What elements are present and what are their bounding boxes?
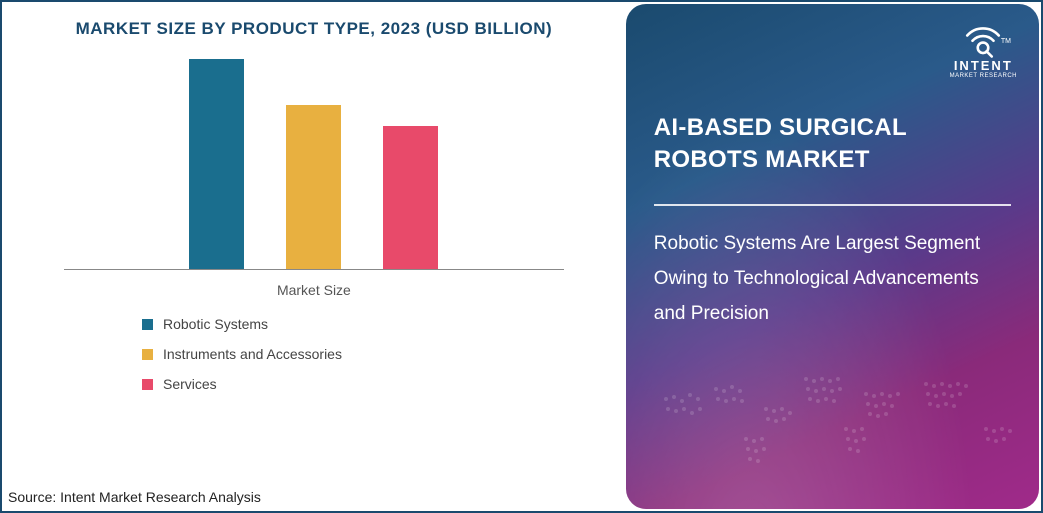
legend-item: Instruments and Accessories	[142, 346, 342, 362]
chart-title: MARKET SIZE BY PRODUCT TYPE, 2023 (USD B…	[2, 2, 626, 40]
wifi-search-icon	[962, 18, 1004, 60]
bar-services	[383, 126, 438, 269]
world-map-decoration	[626, 339, 1039, 509]
panel-subtitle: Robotic Systems Are Largest Segment Owin…	[654, 226, 1011, 331]
brand-logo: INTENT MARKET RESEARCH TM	[950, 18, 1017, 79]
legend-swatch	[142, 319, 153, 330]
panel-title: AI-BASED SURGICAL ROBOTS MARKET	[654, 112, 1011, 177]
legend-swatch	[142, 379, 153, 390]
legend: Robotic Systems Instruments and Accessor…	[142, 316, 342, 406]
chart-area: Market Size Robotic Systems Instruments …	[2, 40, 626, 511]
legend-item: Robotic Systems	[142, 316, 342, 332]
legend-label: Instruments and Accessories	[163, 346, 342, 362]
logo-brand: INTENT	[954, 58, 1013, 73]
divider-line	[654, 204, 1011, 206]
x-axis-label: Market Size	[277, 282, 351, 298]
bars-plot	[64, 60, 564, 270]
infographic-frame: MARKET SIZE BY PRODUCT TYPE, 2023 (USD B…	[0, 0, 1043, 513]
legend-swatch	[142, 349, 153, 360]
legend-label: Services	[163, 376, 217, 392]
source-line: Source: Intent Market Research Analysis	[8, 489, 261, 505]
info-panel: INTENT MARKET RESEARCH TM AI-BASED SURGI…	[626, 4, 1039, 509]
bar-robotic-systems	[189, 59, 244, 269]
legend-label: Robotic Systems	[163, 316, 268, 332]
logo-tagline: MARKET RESEARCH	[950, 73, 1017, 79]
bar-instruments-accessories	[286, 105, 341, 269]
trademark-symbol: TM	[1001, 38, 1011, 45]
chart-panel: MARKET SIZE BY PRODUCT TYPE, 2023 (USD B…	[2, 2, 626, 511]
legend-item: Services	[142, 376, 342, 392]
